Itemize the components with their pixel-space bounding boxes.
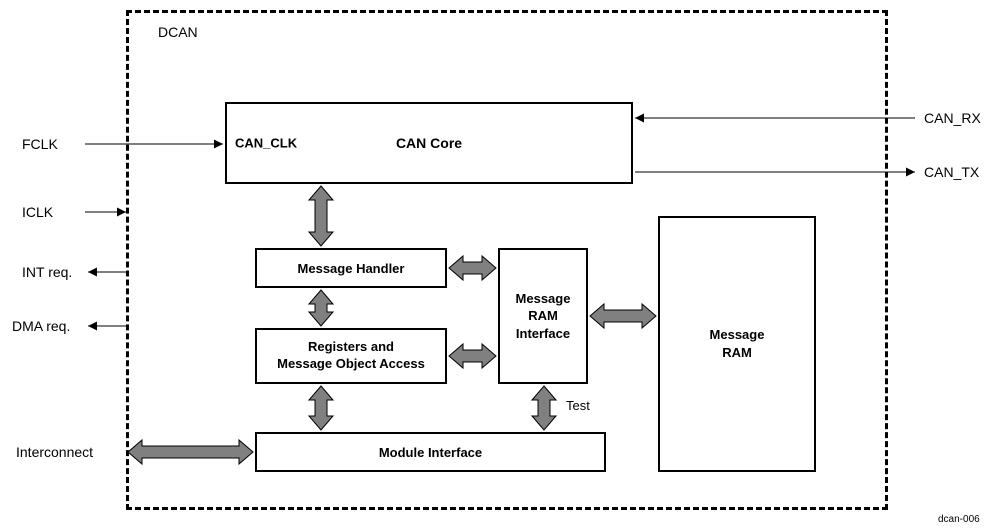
block-module-if: Module Interface [255, 432, 606, 472]
module-if-label: Module Interface [379, 445, 482, 460]
can-clk-label: CAN_CLK [235, 136, 297, 151]
label-dma-req: DMA req. [12, 318, 70, 334]
msg-ram-label2: RAM [722, 344, 752, 362]
label-int-req: INT req. [22, 264, 72, 280]
label-fclk: FCLK [22, 136, 58, 152]
label-can-rx: CAN_RX [924, 110, 981, 126]
block-msg-handler: Message Handler [255, 248, 447, 288]
msg-ram-if-label2: RAM [528, 307, 558, 325]
block-msg-ram: Message RAM [658, 216, 816, 472]
reg-access-label2: Message Object Access [277, 356, 425, 373]
reg-access-label1: Registers and [308, 339, 394, 356]
block-can-core: CAN Core CAN_CLK [225, 102, 633, 184]
label-iclk: ICLK [22, 204, 53, 220]
dcan-title: DCAN [158, 24, 198, 40]
diagram-canvas: DCAN CAN Core CAN_CLK Message Handler Re… [0, 0, 997, 531]
label-test: Test [566, 398, 590, 413]
block-msg-ram-if: Message RAM Interface [498, 248, 588, 384]
msg-ram-label1: Message [710, 326, 765, 344]
label-interconnect: Interconnect [16, 444, 93, 460]
footer-id: dcan-006 [938, 514, 980, 525]
msg-ram-if-label3: Interface [516, 325, 570, 343]
label-can-tx: CAN_TX [924, 164, 979, 180]
msg-handler-label: Message Handler [298, 261, 405, 276]
block-reg-access: Registers and Message Object Access [255, 328, 447, 384]
can-core-label: CAN Core [396, 135, 462, 151]
msg-ram-if-label1: Message [516, 290, 571, 308]
